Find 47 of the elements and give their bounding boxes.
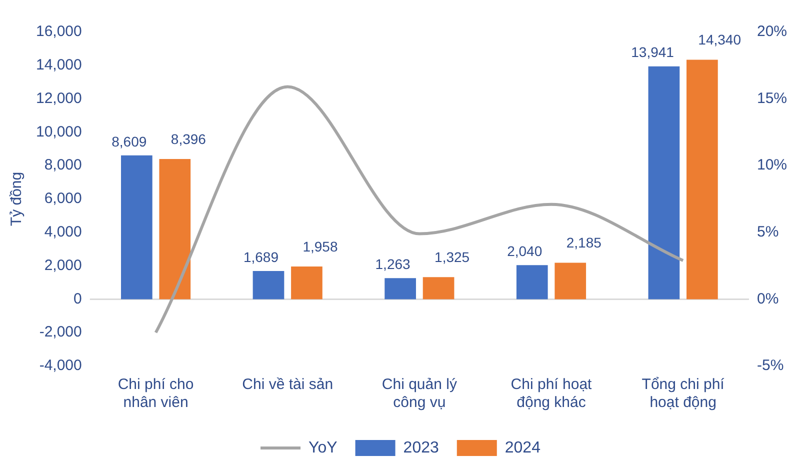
bar [121,155,152,300]
data-label: 2,185 [566,234,602,251]
legend-label: 2023 [403,439,439,456]
y2-tick-label: 15% [756,90,788,107]
bar [648,66,680,300]
y-tick-label: 14,000 [36,56,82,74]
y-tick-label: 6,000 [44,190,82,208]
bar [554,262,586,300]
data-label: 1,325 [434,248,470,265]
x-tick-label: Chi phí hoạt động khác [510,376,593,412]
bar [686,60,718,300]
bar [516,265,548,300]
y2-tick-label: 5% [756,224,779,241]
y2-tick-label: 10% [756,156,788,174]
y-tick-label: 0 [74,290,82,308]
data-label: 1,958 [302,238,338,254]
data-label: 8,396 [170,130,206,147]
data-label: 14,340 [698,32,742,48]
bar [384,278,416,300]
y-axis-title: Tỷ đồng [8,172,26,226]
y-tick-label: 4,000 [44,224,82,241]
y-tick-label: 10,000 [36,123,82,140]
data-label: 1,263 [375,256,411,272]
x-tick-label: Chi phí cho nhân viên [118,376,194,412]
bar [252,270,284,300]
y-tick-label: 2,000 [44,256,82,274]
bar [159,158,191,300]
legend-label: 2024 [504,439,541,456]
y-tick-label: 16,000 [36,23,82,40]
x-tick-label: Chi quản lý công vụ [382,376,458,412]
data-label: 8,609 [112,133,147,150]
y2-tick-label: 0% [756,290,779,308]
y-tick-label: 12,000 [36,90,82,107]
y-tick-label: -4,000 [39,357,82,374]
legend-label: YoY [308,439,338,456]
y-tick-label: 8,000 [44,156,82,174]
data-label: 1,689 [243,248,279,265]
bar [422,277,454,300]
line-series [154,85,685,334]
x-tick-label: Chi về tài sản [242,376,334,394]
y2-tick-label: -5% [756,357,784,374]
data-label: 13,941 [631,44,674,60]
data-label: 2,040 [507,242,542,259]
bar [291,266,322,300]
x-tick-label: Tổng chi phí hoạt động [642,376,726,412]
y2-tick-label: 20% [756,23,788,40]
y-tick-label: -2,000 [39,324,82,341]
